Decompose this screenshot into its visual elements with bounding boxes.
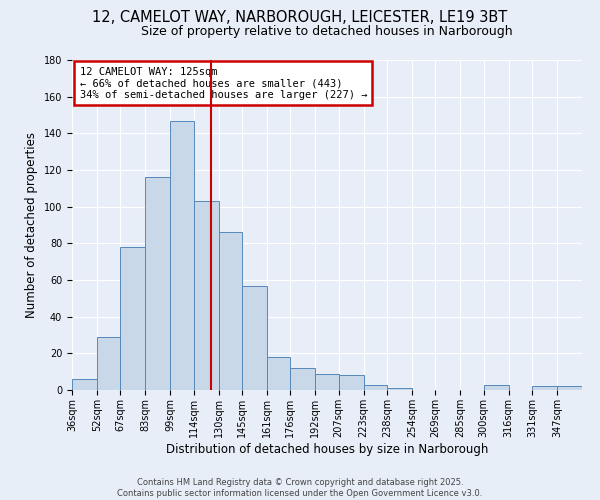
Bar [484, 384, 509, 390]
Bar [170, 120, 194, 390]
Bar [316, 374, 338, 390]
Y-axis label: Number of detached properties: Number of detached properties [25, 132, 38, 318]
Bar [72, 379, 97, 390]
Bar [290, 368, 316, 390]
Text: 12, CAMELOT WAY, NARBOROUGH, LEICESTER, LE19 3BT: 12, CAMELOT WAY, NARBOROUGH, LEICESTER, … [92, 10, 508, 25]
Text: 12 CAMELOT WAY: 125sqm
← 66% of detached houses are smaller (443)
34% of semi-de: 12 CAMELOT WAY: 125sqm ← 66% of detached… [80, 66, 367, 100]
Bar [218, 232, 242, 390]
Bar [194, 201, 218, 390]
Bar [532, 386, 557, 390]
Bar [145, 178, 170, 390]
Bar [97, 337, 121, 390]
Bar [557, 386, 582, 390]
Bar [242, 286, 267, 390]
Bar [387, 388, 412, 390]
Bar [364, 384, 387, 390]
Bar [338, 376, 364, 390]
Bar [267, 357, 290, 390]
Title: Size of property relative to detached houses in Narborough: Size of property relative to detached ho… [141, 25, 513, 38]
Text: Contains HM Land Registry data © Crown copyright and database right 2025.
Contai: Contains HM Land Registry data © Crown c… [118, 478, 482, 498]
Bar [121, 247, 145, 390]
X-axis label: Distribution of detached houses by size in Narborough: Distribution of detached houses by size … [166, 442, 488, 456]
